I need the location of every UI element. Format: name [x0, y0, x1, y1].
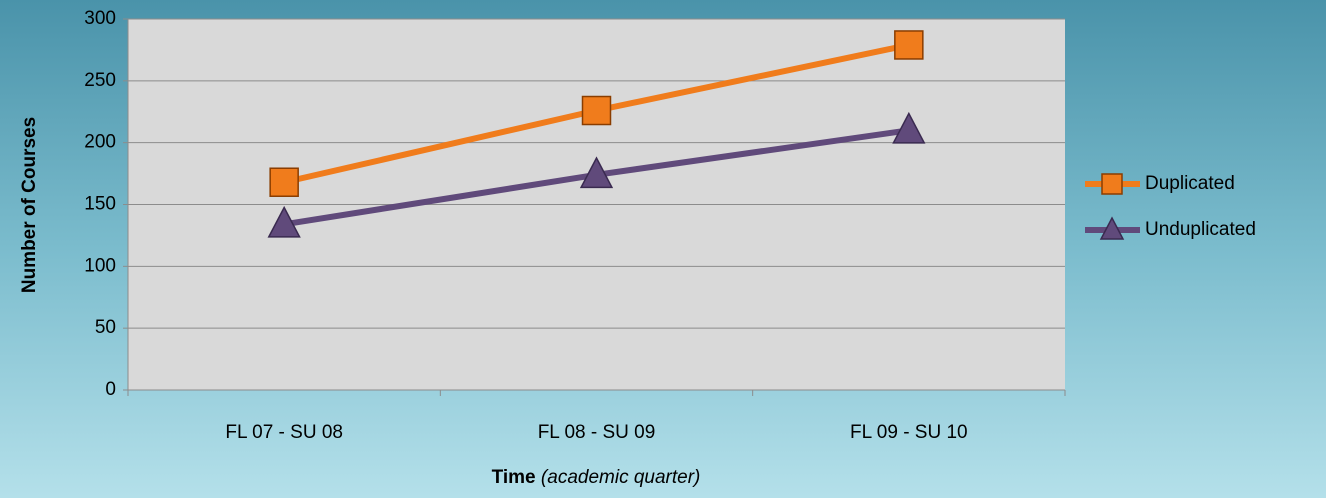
y-tick-label: 50 [95, 317, 116, 338]
x-axis-label-note: (academic quarter) [541, 467, 700, 488]
marker [269, 167, 299, 197]
marker [579, 156, 614, 189]
y-tick-label: 300 [84, 8, 116, 29]
marker [581, 95, 612, 126]
y-tick-label: 150 [84, 194, 116, 215]
x-tick-label: FL 09 - SU 10 [850, 422, 968, 443]
y-axis-label: Number of Courses [19, 117, 40, 293]
y-tick-label: 200 [84, 132, 116, 153]
y-tick-label: 250 [84, 70, 116, 91]
x-axis-label-main: Time [492, 467, 536, 488]
marker [1099, 216, 1125, 240]
x-axis-label: Time (academic quarter) [492, 467, 701, 488]
marker [892, 111, 926, 144]
x-tick-label: FL 08 - SU 09 [538, 422, 656, 443]
marker [267, 205, 301, 238]
legend-label: Duplicated [1145, 173, 1235, 194]
x-tick-label: FL 07 - SU 08 [225, 422, 343, 443]
legend-label: Unduplicated [1145, 219, 1256, 240]
marker [894, 30, 924, 60]
marker [1101, 173, 1123, 195]
y-tick-label: 0 [105, 379, 116, 400]
y-tick-label: 100 [84, 255, 116, 276]
